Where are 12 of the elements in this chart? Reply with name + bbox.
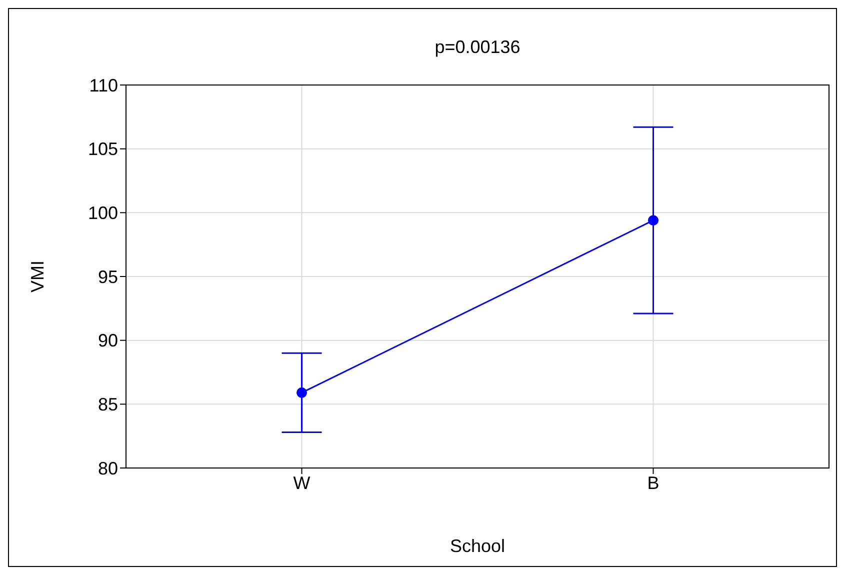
y-tick-label: 80 [98,458,118,478]
x-tick-label: B [647,472,660,493]
y-tick-label: 95 [98,266,118,287]
y-tick-label: 110 [89,75,118,96]
y-tick-label: 100 [88,203,118,224]
x-tick-label: W [293,472,310,493]
x-axis-title: School [450,536,506,556]
y-tick-label: 105 [88,139,118,160]
y-tick-label: 90 [98,330,118,351]
chart-title: p=0.00136 [434,37,522,58]
y-axis-title: VMI [27,260,48,293]
y-tick-label: 85 [98,394,118,415]
